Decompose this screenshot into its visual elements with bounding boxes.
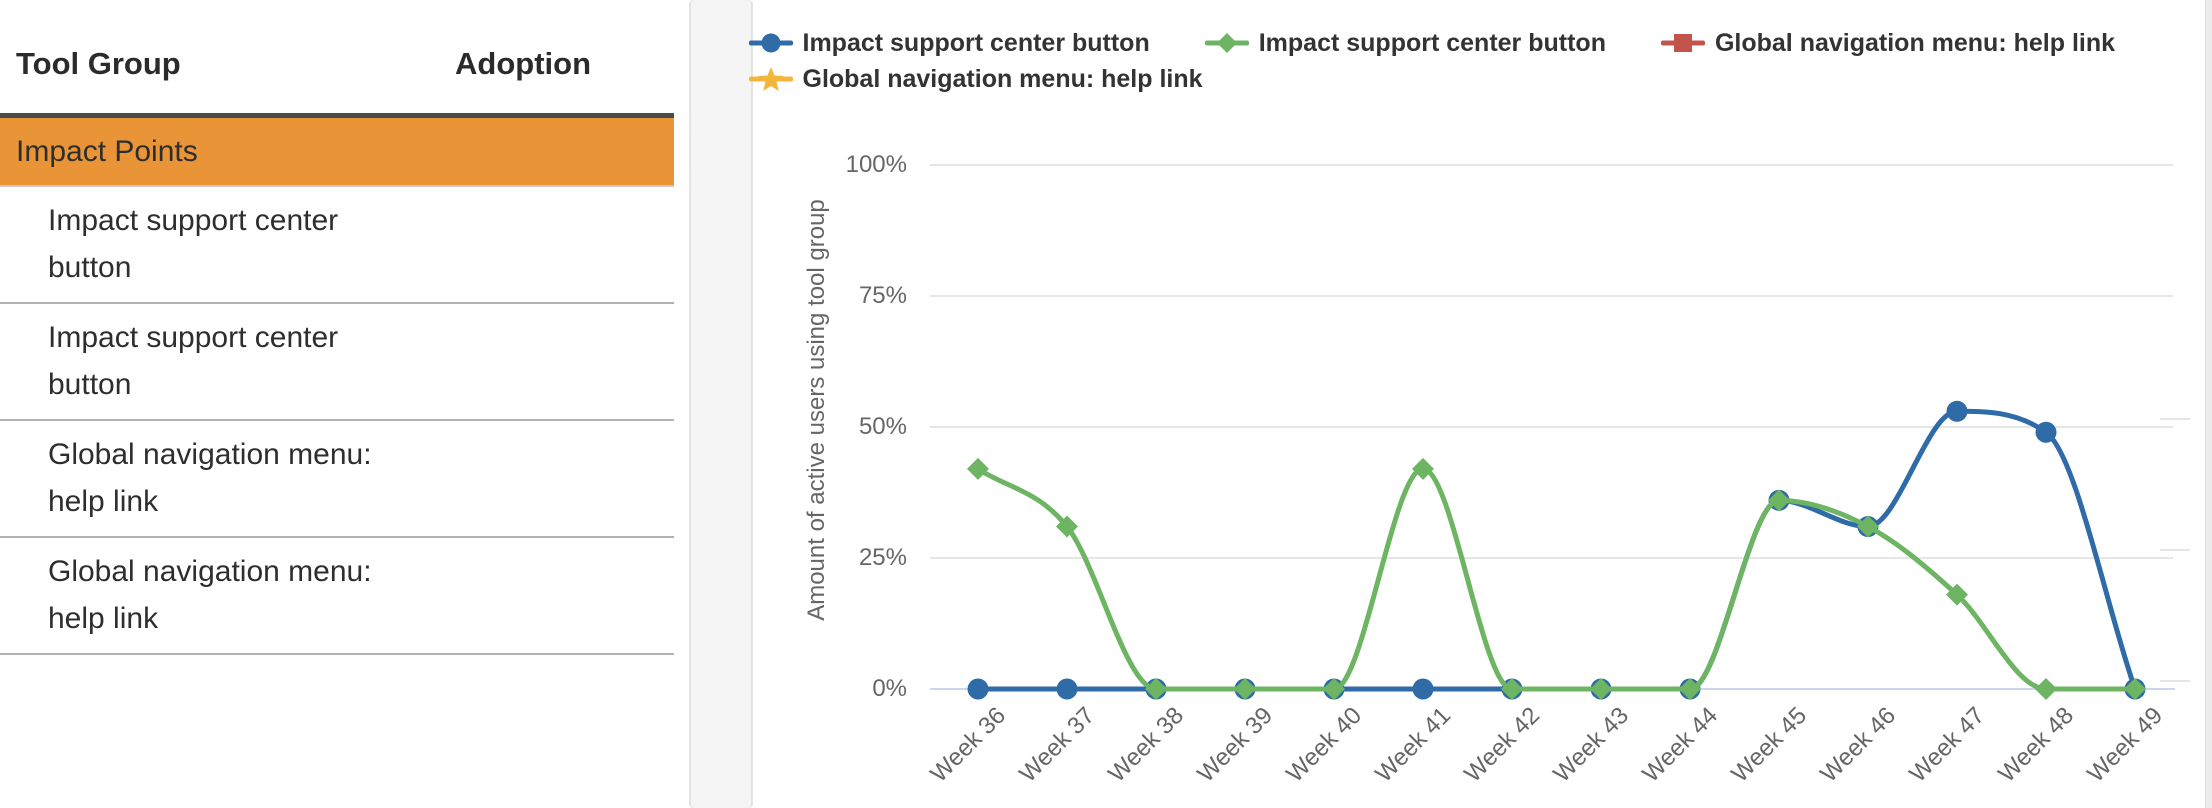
data-point-marker[interactable] (2035, 421, 2057, 443)
data-point-marker[interactable] (1323, 678, 1345, 700)
column-header-tool-group: Tool Group (16, 46, 181, 81)
data-point-marker[interactable] (1590, 678, 1612, 700)
data-point-marker[interactable] (1056, 515, 1078, 538)
data-point-marker[interactable] (1412, 678, 1434, 700)
diamond-marker-icon (1204, 33, 1249, 53)
y-axis-tick-label: 25% (858, 544, 907, 571)
adoption-chart: Impact support center button Impact suppo… (748, 0, 2204, 808)
chart-legend: Impact support center button Impact suppo… (748, 28, 2209, 94)
data-point-marker[interactable] (2124, 678, 2146, 700)
data-point-marker[interactable] (1145, 678, 1167, 700)
group-row-label: Impact Points (16, 134, 198, 168)
y-axis-tick-label: 75% (858, 282, 907, 309)
tool-group-cell: Global navigation menu: help link (48, 555, 372, 635)
legend-item[interactable]: Global navigation menu: help link (748, 64, 1203, 94)
data-point-marker[interactable] (1679, 678, 1701, 700)
column-header-adoption: Adoption (455, 46, 592, 81)
data-point-marker[interactable] (967, 678, 989, 700)
plot-area (930, 164, 2190, 700)
series-line (975, 466, 2138, 692)
legend-item-label: Impact support center button (802, 28, 1150, 57)
adoption-cell (454, 314, 674, 419)
tool-group-cell: Impact support center button (48, 321, 339, 401)
y-axis-tick-label: 50% (858, 413, 907, 440)
data-point-marker[interactable] (1056, 678, 1078, 700)
pane-scrollbar-track[interactable] (689, 0, 753, 808)
adoption-cell (454, 197, 674, 302)
legend-item-label: Global navigation menu: help link (1714, 28, 2116, 57)
window-scrollbar-track[interactable] (2205, 0, 2212, 808)
table-row[interactable]: Global navigation menu: help link (0, 421, 674, 538)
star-marker-icon (748, 67, 793, 91)
y-axis-tick-label: 100% (845, 151, 907, 178)
data-point-marker[interactable] (1768, 489, 1790, 512)
table-header: Tool Group Adoption (0, 0, 674, 118)
data-point-marker[interactable] (967, 457, 989, 480)
table-row[interactable]: Impact support center button (0, 187, 674, 304)
data-point-marker[interactable] (1857, 515, 1879, 538)
y-axis-tick-label: 0% (872, 675, 907, 702)
data-point-marker[interactable] (1946, 400, 1968, 422)
table-row[interactable]: Impact support center button (0, 304, 674, 421)
adoption-cell (454, 431, 674, 536)
table-row-impact-points-selected[interactable]: Impact Points (0, 118, 674, 187)
tool-group-cell: Global navigation menu: help link (48, 438, 372, 518)
table-body: Impact support center button Impact suppo… (0, 187, 674, 655)
data-point-marker[interactable] (1412, 457, 1434, 480)
legend-item[interactable]: Impact support center button (748, 28, 1150, 58)
table-row[interactable]: Global navigation menu: help link (0, 538, 674, 655)
series-line (975, 408, 2138, 692)
legend-item[interactable]: Impact support center button (1204, 28, 1606, 58)
circle-marker-icon (748, 33, 793, 53)
data-point-marker[interactable] (1501, 678, 1523, 700)
data-point-marker[interactable] (2035, 678, 2057, 700)
legend-item-label: Impact support center button (1258, 28, 1606, 57)
square-marker-icon (1660, 34, 1705, 52)
tool-group-cell: Impact support center button (48, 204, 339, 284)
tool-group-table: Tool Group Adoption Impact Points Impact… (0, 0, 674, 808)
legend-item[interactable]: Global navigation menu: help link (1660, 28, 2116, 58)
data-point-marker[interactable] (1946, 583, 1968, 606)
legend-item-label: Global navigation menu: help link (802, 64, 1203, 93)
adoption-cell (454, 548, 674, 653)
data-point-marker[interactable] (1234, 678, 1256, 700)
